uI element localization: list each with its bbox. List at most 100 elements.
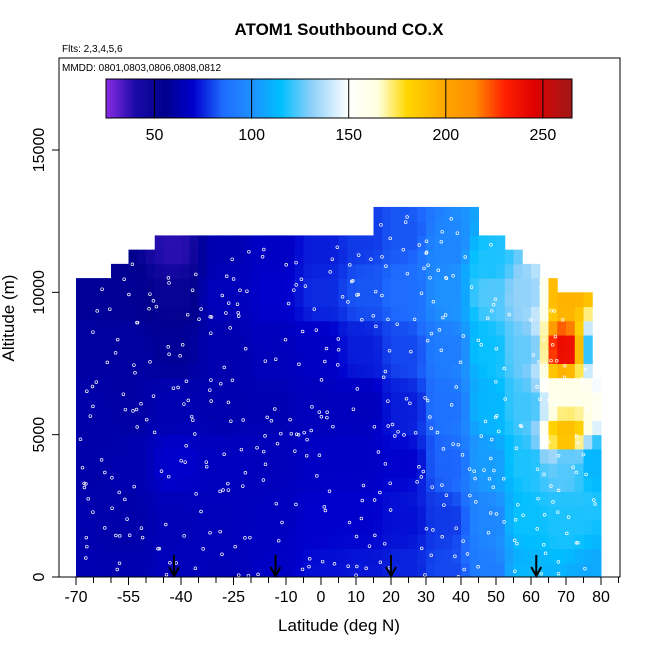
observation-point — [274, 501, 279, 506]
heatmap-cell — [487, 548, 497, 564]
heatmap-cell — [119, 320, 129, 336]
observation-point — [148, 292, 152, 296]
heatmap-cell — [452, 406, 462, 421]
heatmap-cell — [111, 406, 121, 421]
observation-point — [492, 468, 496, 473]
flight-arrow-head — [530, 566, 543, 579]
heatmap-cell — [111, 520, 121, 535]
heatmap-cell — [119, 448, 129, 464]
heatmap-cell — [408, 477, 418, 493]
heatmap-cell — [443, 491, 453, 507]
observation-point — [164, 522, 168, 527]
heatmap-cell — [566, 548, 576, 564]
heatmap-cell — [84, 363, 94, 379]
y-axis-label: Altitude (m) — [0, 275, 18, 362]
heatmap-cell — [496, 363, 506, 379]
heatmap-cell — [329, 391, 339, 407]
heatmap-cell — [548, 520, 558, 535]
heatmap-cell — [487, 491, 497, 507]
heatmap-cell — [426, 206, 436, 222]
observation-point — [549, 358, 553, 363]
heatmap-cell — [198, 320, 208, 336]
observation-point — [302, 430, 306, 435]
heatmap-cell — [268, 420, 278, 436]
heatmap-cell — [277, 263, 287, 279]
observation-point — [374, 324, 378, 329]
heatmap-cell — [294, 434, 304, 450]
observation-point — [182, 534, 186, 538]
heatmap-cell — [198, 335, 208, 350]
observation-point — [521, 513, 525, 517]
heatmap-cell — [154, 534, 164, 550]
observation-point — [292, 288, 296, 292]
heatmap-cell — [408, 448, 418, 464]
heatmap-cell — [504, 306, 514, 322]
observation-point — [351, 407, 356, 411]
heatmap-cell — [251, 477, 261, 493]
heatmap-cell — [513, 491, 523, 507]
heatmap-cell — [391, 448, 401, 464]
flight-arrow-head — [385, 566, 397, 579]
heatmap-cell — [207, 235, 217, 251]
observation-point — [474, 500, 478, 504]
heatmap-cell — [557, 377, 567, 393]
observation-point — [180, 343, 185, 347]
observation-point — [94, 380, 99, 384]
heatmap-cell — [382, 406, 392, 421]
heatmap-cell — [111, 263, 121, 279]
observation-point — [426, 263, 430, 267]
heatmap-cell — [469, 278, 479, 293]
heatmap-cell — [478, 562, 488, 578]
observation-point — [449, 403, 454, 407]
heatmap-cell — [513, 335, 523, 350]
heatmap-cell — [137, 520, 147, 535]
observation-point — [328, 270, 332, 274]
heatmap-cell — [583, 534, 593, 550]
observation-point — [388, 481, 392, 485]
observation-point — [593, 502, 597, 506]
heatmap-cell — [76, 520, 86, 535]
heatmap-cell — [172, 349, 182, 364]
heatmap-cell — [303, 391, 313, 407]
heatmap-cell — [347, 434, 357, 450]
heatmap-cell — [76, 406, 86, 421]
heatmap-cell — [93, 505, 103, 521]
heatmap-cell — [408, 505, 418, 521]
heatmap-cell — [417, 391, 427, 407]
heatmap-cell — [434, 534, 444, 550]
heatmap-cell — [373, 221, 383, 236]
heatmap-cell — [382, 548, 392, 564]
colorbar-tick-label: 200 — [432, 127, 459, 144]
observation-point — [265, 415, 269, 420]
observation-point — [123, 407, 128, 412]
heatmap-cell — [137, 320, 147, 336]
heatmap-cell — [163, 235, 173, 251]
heatmap-cell — [548, 391, 558, 407]
heatmap-cell — [102, 320, 112, 336]
heatmap-cell — [557, 477, 567, 493]
heatmap-cell — [76, 491, 86, 507]
heatmap-cell — [592, 534, 602, 550]
heatmap-cell — [539, 477, 549, 493]
heatmap-cell — [592, 434, 602, 450]
heatmap-cell — [531, 292, 541, 308]
heatmap-cell — [137, 420, 147, 436]
heatmap-cell — [382, 463, 392, 478]
observation-point — [84, 482, 88, 486]
heatmap-cell — [172, 377, 182, 393]
observation-point — [539, 571, 544, 576]
heatmap-cell — [268, 263, 278, 279]
observation-point — [159, 469, 164, 473]
heatmap-cell — [268, 406, 278, 421]
heatmap-cell — [312, 391, 322, 407]
heatmap-cell — [277, 349, 287, 364]
heatmap-cell — [557, 562, 567, 578]
observation-point — [238, 288, 242, 293]
heatmap-cell — [312, 420, 322, 436]
observation-point — [490, 308, 494, 313]
colorbar-tick-label: 100 — [238, 127, 265, 144]
heatmap-cell — [443, 548, 453, 564]
heatmap-cell — [574, 491, 584, 507]
observation-point — [347, 520, 352, 525]
heatmap-cell — [128, 306, 138, 322]
